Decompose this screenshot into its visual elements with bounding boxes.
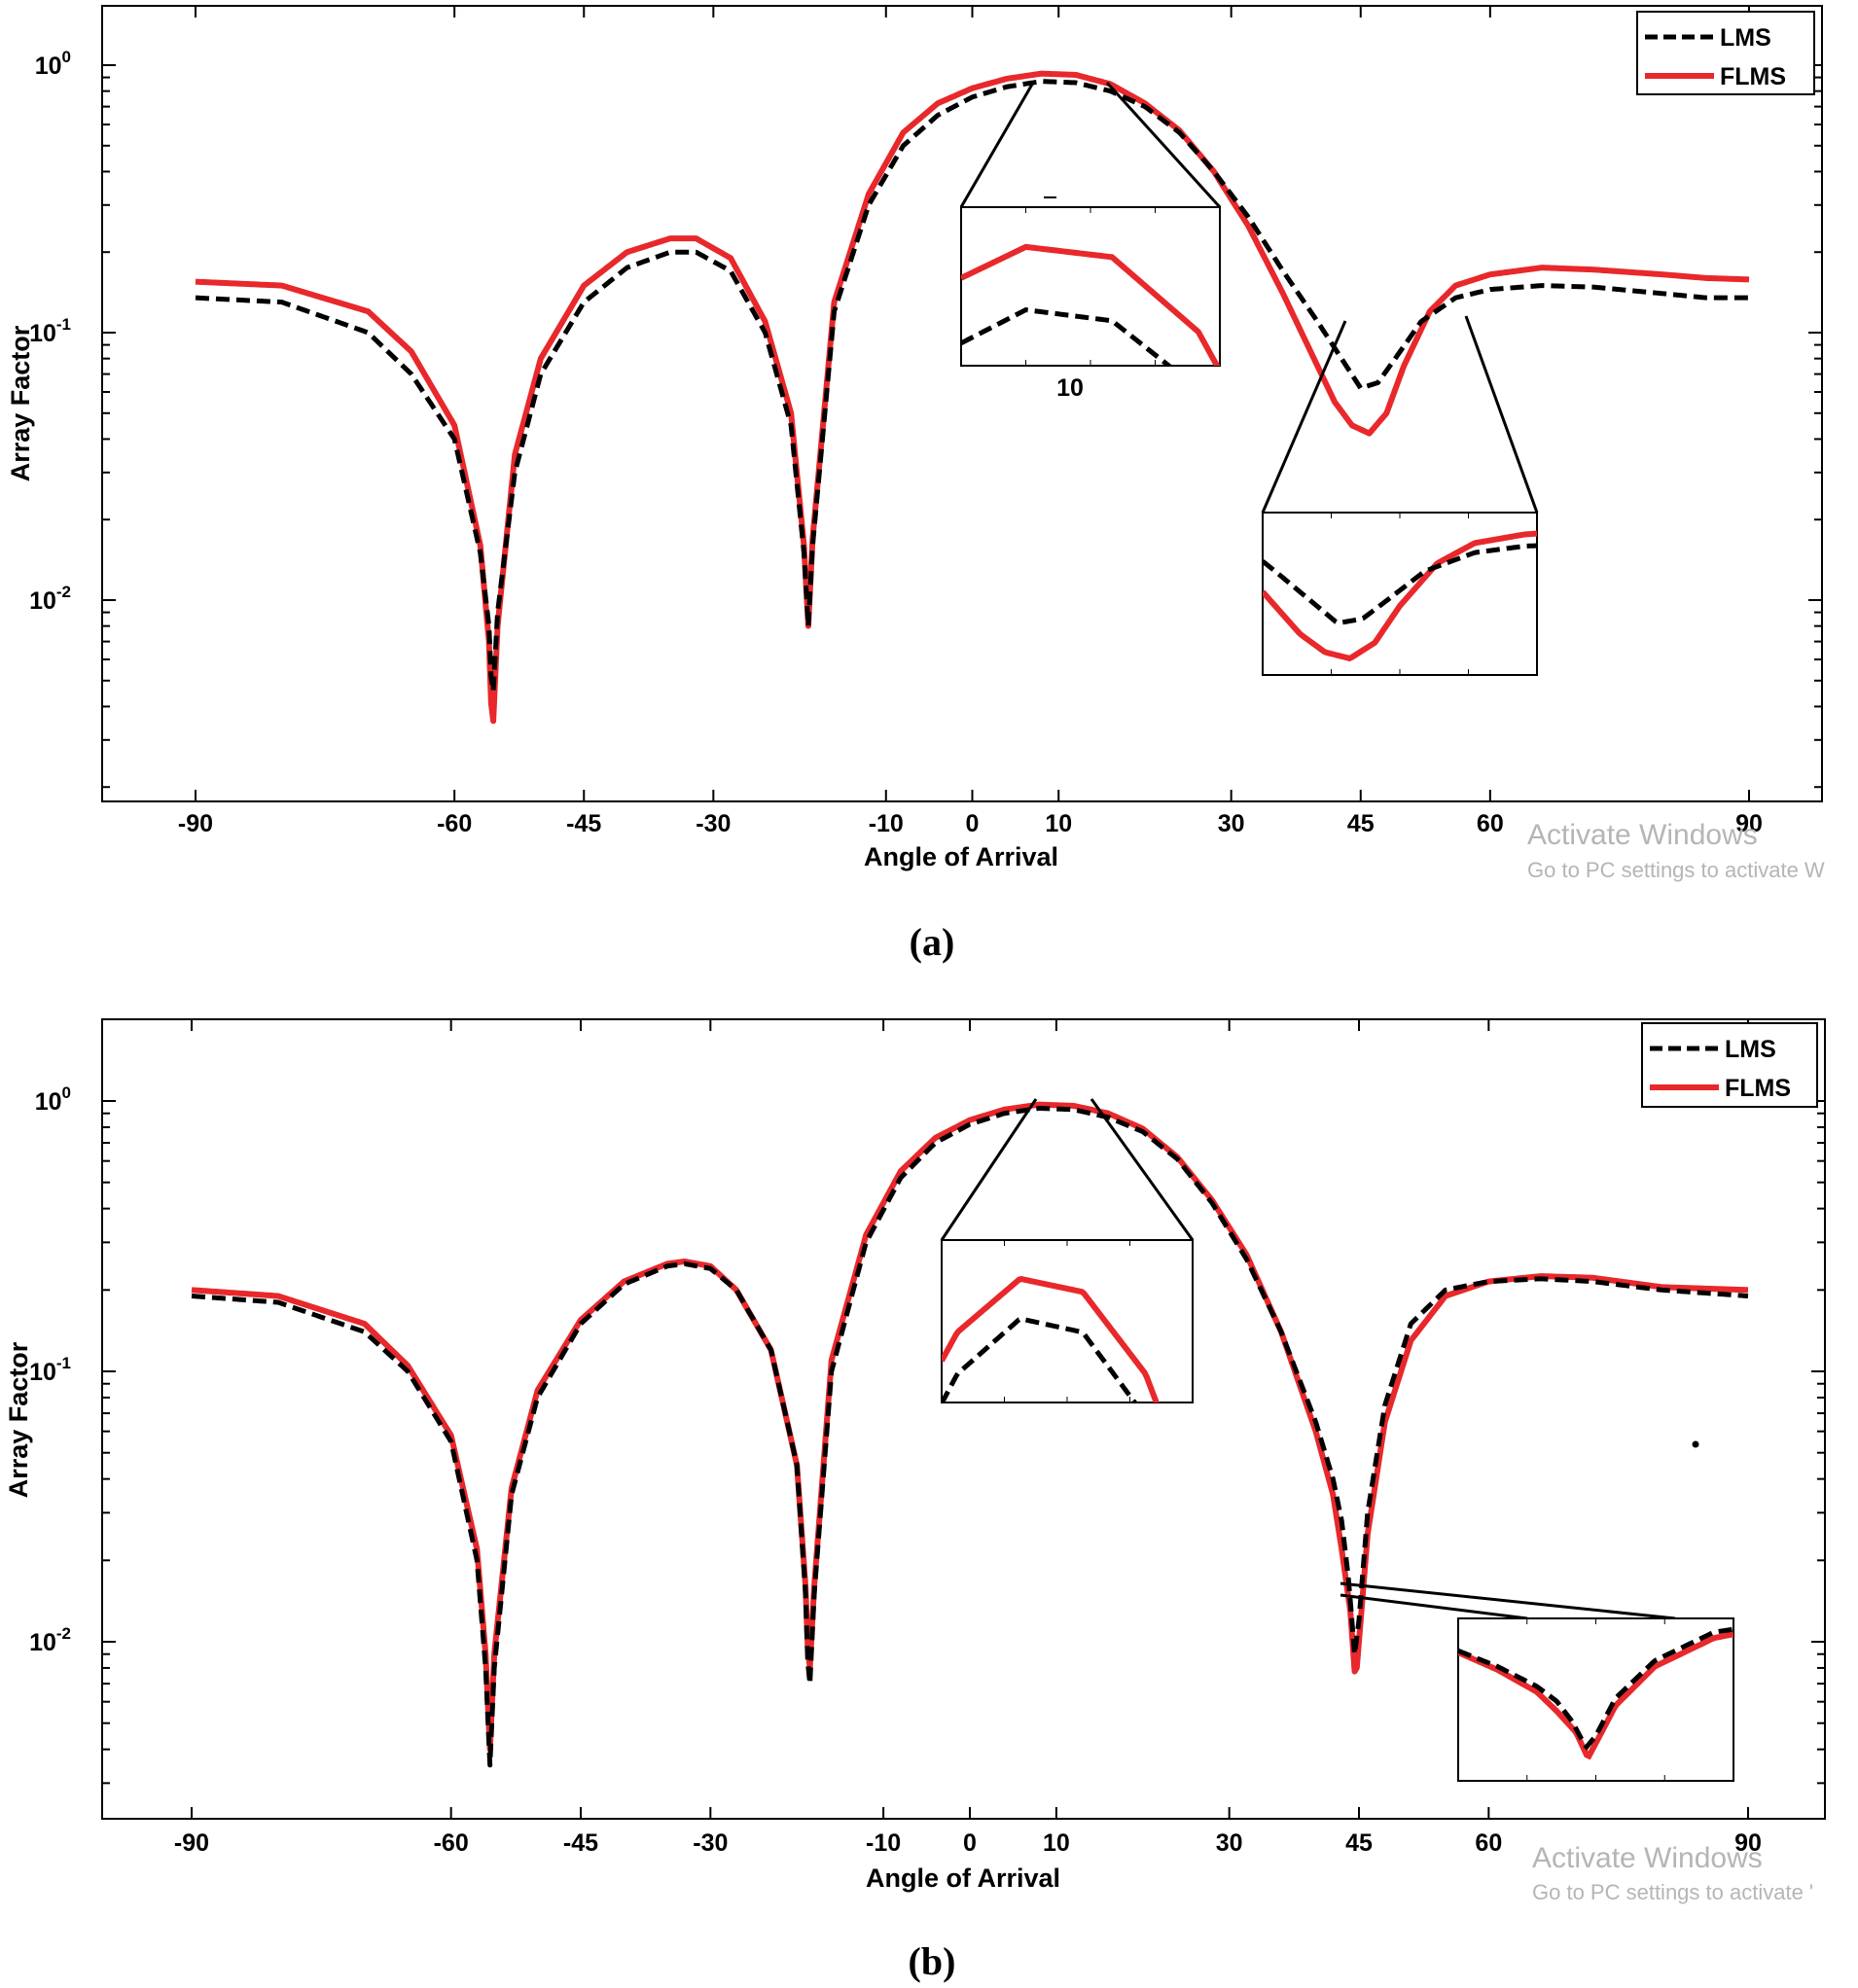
legend-lms-label: LMS [1720, 24, 1771, 52]
panel-b-y-ticks: 100 10-1 10-2 [29, 1083, 1825, 1785]
stray-dot [1692, 1440, 1699, 1448]
panel-b-y-axis-title: Array Factor [4, 1341, 33, 1498]
x-tick-label: -45 [563, 1829, 598, 1857]
y-tick-label: 100 [35, 1083, 71, 1116]
inset-peak-label: 10 [1056, 374, 1084, 402]
series-line-flms [191, 1101, 1749, 1753]
panel-a-zoom-lines [959, 81, 1539, 514]
x-tick-label: -90 [178, 810, 213, 837]
x-tick-label: 30 [1218, 810, 1245, 837]
y-tick-label: 10-1 [29, 1354, 71, 1386]
y-tick-label: 10-2 [29, 583, 71, 615]
x-tick-label: 90 [1735, 810, 1763, 837]
x-tick-label: 60 [1475, 1829, 1502, 1857]
watermark-title: Activate Windows [1532, 1842, 1763, 1874]
inset-series-line-flms [1458, 1631, 1733, 1760]
panel-b-caption: (b) [909, 1939, 956, 1983]
x-tick-label: 0 [963, 1829, 977, 1857]
panel-b-zoom-lines [940, 1098, 1676, 1620]
inset-series-line-flms [1263, 530, 1537, 662]
panel-b-series [191, 1101, 1749, 1768]
inset-series-line-lms [1458, 1626, 1733, 1751]
panel-b-x-axis-title: Angle of Arrival [866, 1864, 1060, 1893]
panel-a-caption: (a) [910, 920, 955, 964]
panel-a-series [195, 70, 1750, 725]
panel-b: 100 10-1 10-2 -90 -60 -45 -30 -10 0 10 30 45 60 90 L… [4, 1018, 1826, 1983]
series-line-lms [195, 79, 1750, 693]
y-tick-label: 10-1 [29, 315, 71, 347]
x-tick-label: 10 [1045, 810, 1072, 837]
legend-flms-label: FLMS [1720, 63, 1786, 90]
panel-a-inset-peak: 10 [960, 196, 1221, 402]
y-tick-label: 100 [35, 48, 71, 80]
series-line-flms [195, 70, 1750, 725]
panel-a-y-axis-title: Array Factor [6, 325, 35, 481]
panel-a-y-ticks: 100 10-1 10-2 [29, 48, 1822, 789]
x-tick-label: -45 [566, 810, 601, 837]
x-tick-label: 10 [1043, 1829, 1070, 1857]
x-tick-label: 30 [1216, 1829, 1243, 1857]
inset-series-line-flms [961, 243, 1220, 366]
x-tick-label: 60 [1477, 810, 1504, 837]
legend-lms-label: LMS [1725, 1036, 1776, 1063]
x-tick-label: -30 [693, 1829, 728, 1857]
panel-b-plot-frame [101, 1018, 1826, 1820]
watermark-subtitle: Go to PC settings to activate ' [1532, 1880, 1813, 1904]
x-tick-label: 45 [1347, 810, 1375, 837]
inset-series-line-flms [942, 1275, 1160, 1402]
x-tick-label: 45 [1345, 1829, 1373, 1857]
panel-a-inset-null [1262, 512, 1538, 676]
watermark-title: Activate Windows [1527, 819, 1758, 851]
y-tick-label: 10-2 [29, 1624, 71, 1656]
watermark-subtitle: Go to PC settings to activate W [1527, 858, 1825, 882]
panel-a-x-axis-title: Angle of Arrival [864, 842, 1058, 871]
panel-b-inset-peak [941, 1239, 1194, 1403]
inset-series-line-lms [942, 1316, 1138, 1402]
x-tick-label: -10 [869, 810, 904, 837]
panel-b-legend: LMS FLMS [1641, 1022, 1818, 1108]
panel-a-x-ticks: -90 -60 -45 -30 -10 0 10 30 45 60 90 [178, 6, 1763, 837]
x-tick-label: -30 [696, 810, 731, 837]
x-tick-label: 0 [966, 810, 980, 837]
panel-a-legend: LMS FLMS [1636, 11, 1815, 95]
inset-frame [941, 1239, 1194, 1403]
legend-flms-label: FLMS [1725, 1075, 1791, 1102]
x-tick-label: -60 [434, 1829, 469, 1857]
panel-a: 100 10-1 10-2 -90 -60 -45 -30 -10 0 10 30 45 60 90 1… [6, 5, 1825, 964]
x-tick-label: -10 [866, 1829, 901, 1857]
panel-b-inset-null [1457, 1617, 1734, 1782]
x-tick-label: -90 [174, 1829, 209, 1857]
inset-frame [960, 206, 1221, 367]
panel-b-x-ticks: -90 -60 -45 -30 -10 0 10 30 45 60 90 [174, 1019, 1762, 1857]
x-tick-label: -60 [437, 810, 472, 837]
inset-series-line-lms [1263, 543, 1537, 626]
series-line-lms [191, 1105, 1749, 1768]
x-tick-label: 90 [1734, 1829, 1762, 1857]
panel-a-plot-frame [101, 5, 1823, 802]
inset-series-line-lms [961, 306, 1173, 366]
